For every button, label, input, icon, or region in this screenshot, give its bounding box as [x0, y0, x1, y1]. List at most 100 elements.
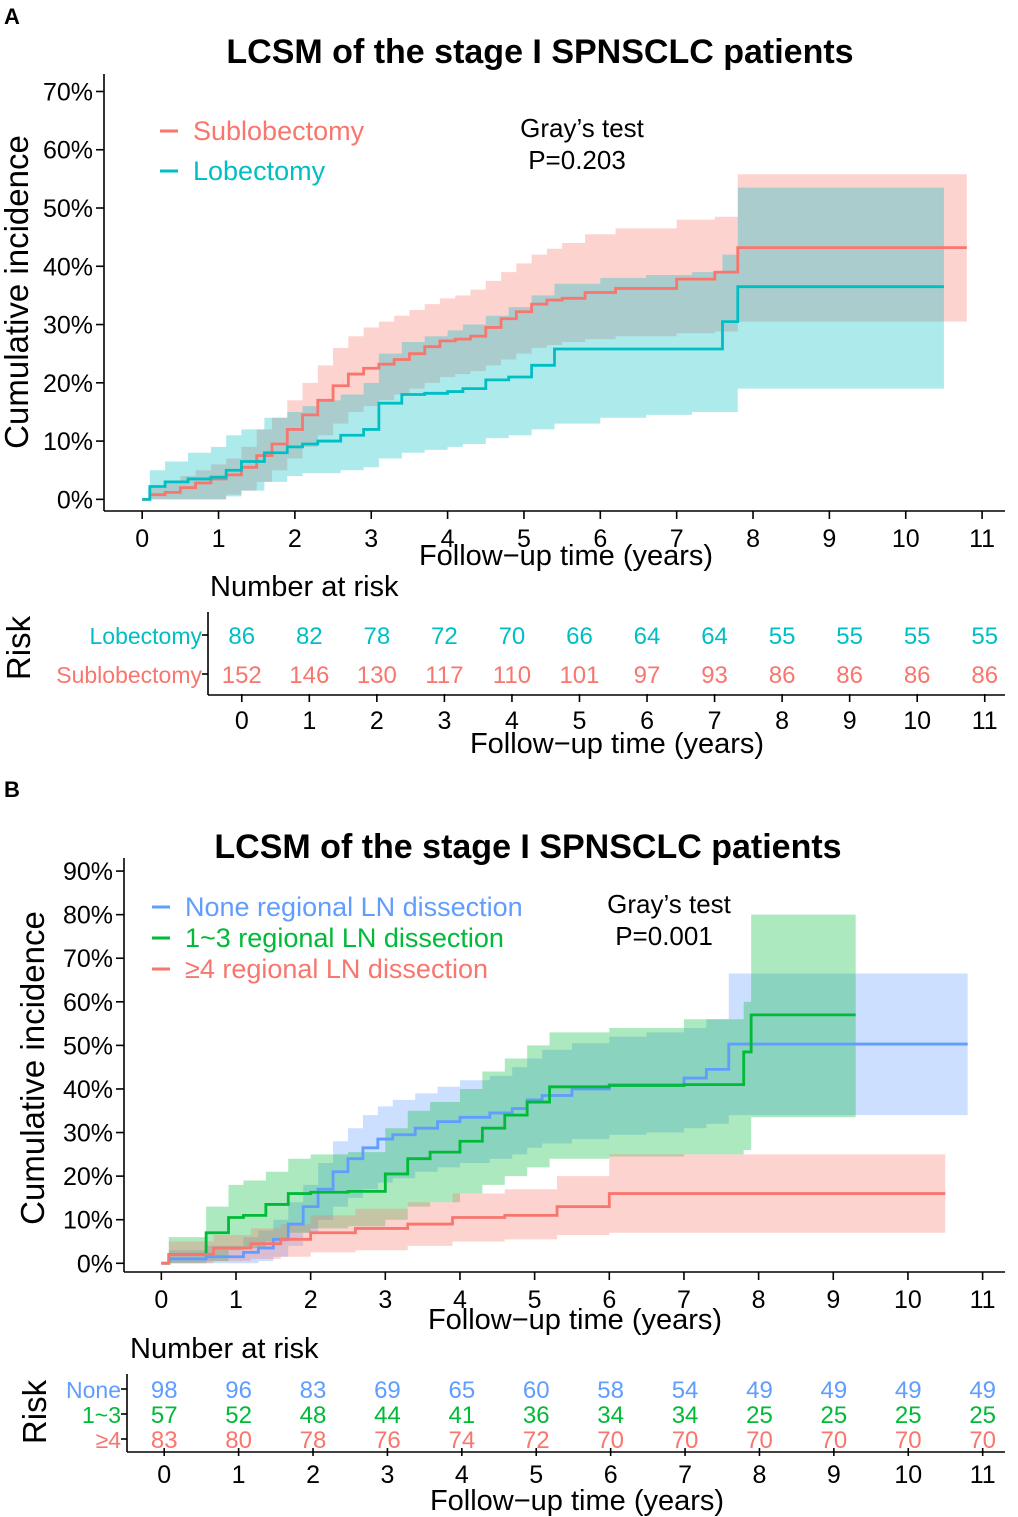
y-tick-label: 30% — [63, 1120, 113, 1148]
x-tick-label: 7 — [677, 1286, 691, 1314]
risk-count: 86 — [904, 662, 931, 689]
y-tick-label: 80% — [63, 902, 113, 930]
risk-x-tick-label: 9 — [843, 707, 857, 735]
y-tick-label: 40% — [43, 253, 93, 281]
ci-band-1-3-regional-ln-dissection — [161, 914, 856, 1264]
risk-x-tick-label: 1 — [232, 1461, 246, 1489]
risk-count: 34 — [597, 1402, 624, 1429]
risk-x-tick-label: 6 — [604, 1461, 618, 1489]
risk-count: 72 — [431, 623, 458, 650]
curve-1-3-regional-ln-dissection — [161, 1013, 856, 1265]
panel-b-label: B — [4, 777, 20, 802]
risk-x-tick-label: 8 — [753, 1461, 767, 1489]
risk-count: 64 — [701, 623, 728, 650]
risk-count: 25 — [821, 1402, 848, 1429]
x-tick-label: 10 — [894, 1286, 922, 1314]
risk-count: 117 — [425, 662, 463, 689]
risk-count: 52 — [225, 1402, 252, 1429]
risk-count: 58 — [597, 1377, 624, 1404]
risk-x-tick-label: 8 — [775, 707, 789, 735]
legend-label-none-ln: None regional LN dissection — [185, 892, 523, 922]
risk-x-tick-label: 9 — [827, 1461, 841, 1489]
panel-a-y-ticks: 0% 10% 20% 30% 40% 50% 60% 70% — [43, 78, 104, 514]
risk-count: 55 — [769, 623, 796, 650]
risk-count: 86 — [769, 662, 796, 689]
x-tick-label: 7 — [670, 525, 684, 553]
y-tick-label: 50% — [43, 195, 93, 223]
y-tick-label: 0% — [77, 1250, 113, 1278]
risk-count: 64 — [634, 623, 661, 650]
panel-a-x-axis-title: Follow−up time (years) — [419, 540, 713, 572]
risk-count: 49 — [821, 1377, 848, 1404]
y-tick-label: 20% — [63, 1163, 113, 1191]
panel-a-risk-y-title: Risk — [0, 615, 37, 680]
ci-band-sublobectomy — [142, 174, 967, 500]
risk-x-tick-label: 11 — [972, 707, 998, 735]
risk-x-tick-label: 7 — [678, 1461, 692, 1489]
panel-a-test-label: Gray’s test — [520, 113, 645, 143]
y-tick-label: 20% — [43, 370, 93, 398]
risk-count: 55 — [971, 623, 998, 650]
panel-a-risk-x-title: Follow−up time (years) — [470, 728, 764, 760]
risk-count: 48 — [300, 1402, 327, 1429]
risk-count: 57 — [151, 1402, 178, 1429]
x-tick-label: 9 — [826, 1286, 840, 1314]
risk-count: 78 — [364, 623, 391, 650]
risk-count: 49 — [969, 1377, 996, 1404]
risk-count: 54 — [672, 1377, 699, 1404]
ci-band-4-regional-ln-dissection — [161, 1154, 946, 1264]
panel-a-risk-title: Number at risk — [210, 571, 399, 603]
x-tick-label: 4 — [453, 1286, 467, 1314]
x-tick-label: 3 — [364, 525, 378, 553]
panel-a-label: A — [4, 4, 20, 29]
panel-b-p-value: P=0.001 — [615, 921, 713, 951]
risk-count: 152 — [222, 662, 262, 689]
risk-count: 60 — [523, 1377, 550, 1404]
risk-count: 25 — [746, 1402, 773, 1429]
panel-b-legend: None regional LN dissection 1~3 regional… — [152, 892, 523, 984]
risk-count: 55 — [904, 623, 931, 650]
risk-x-tick-label: 5 — [529, 1461, 543, 1489]
panel-b-y-axis-title: Cumulative incidence — [14, 911, 51, 1225]
x-tick-label: 9 — [822, 525, 836, 553]
risk-x-tick-label: 10 — [894, 1461, 922, 1489]
y-tick-label: 30% — [43, 312, 93, 340]
x-tick-label: 0 — [154, 1286, 168, 1314]
risk-row-label-none: None — [66, 1377, 121, 1403]
risk-count: 93 — [701, 662, 728, 689]
curve-lobectomy — [142, 285, 944, 501]
risk-count: 130 — [357, 662, 397, 689]
panel-a-title: LCSM of the stage I SPNSCLC patients — [226, 33, 853, 71]
legend-label-sublobectomy: Sublobectomy — [193, 116, 365, 146]
risk-count: 65 — [448, 1377, 475, 1404]
risk-count: 34 — [672, 1402, 699, 1429]
risk-x-tick-label: 1 — [302, 707, 316, 735]
y-tick-label: 0% — [57, 486, 93, 514]
risk-count: 66 — [566, 623, 593, 650]
risk-x-tick-label: 7 — [708, 707, 722, 735]
risk-x-tick-label: 6 — [640, 707, 654, 735]
y-tick-label: 90% — [63, 858, 113, 886]
panel-b: B LCSM of the stage I SPNSCLC patients C… — [4, 777, 1005, 1517]
x-tick-label: 5 — [517, 525, 531, 553]
risk-count: 83 — [300, 1377, 327, 1404]
x-tick-label: 0 — [135, 525, 149, 553]
risk-x-tick-label: 10 — [903, 707, 931, 735]
panel-b-x-axis-title: Follow−up time (years) — [428, 1304, 722, 1336]
legend-label-lobectomy: Lobectomy — [193, 156, 326, 186]
panel-a-x-ticks: 0 1 2 3 4 5 6 7 8 9 10 11 — [135, 511, 995, 553]
risk-x-tick-label: 2 — [306, 1461, 320, 1489]
risk-count: 101 — [559, 662, 599, 689]
risk-count: 82 — [296, 623, 323, 650]
x-tick-label: 4 — [441, 525, 455, 553]
x-tick-label: 2 — [304, 1286, 318, 1314]
x-tick-label: 2 — [288, 525, 302, 553]
risk-count: 44 — [374, 1402, 401, 1429]
panel-b-risk-table: None 98 96 83 69 65 60 58 54 49 49 49 491~3 57 52 48 44 4… — [66, 1377, 996, 1489]
risk-count: 49 — [895, 1377, 922, 1404]
panel-b-risk-x-title: Follow−up time (years) — [430, 1485, 724, 1517]
risk-row-label-sublobectomy: Sublobectomy — [56, 662, 202, 688]
panel-a-plot: 0 1 2 3 4 5 6 7 8 9 10 11 0% 10% 20% 30% 40% 50% 60% 70% — [43, 74, 1005, 553]
x-tick-label: 1 — [229, 1286, 243, 1314]
